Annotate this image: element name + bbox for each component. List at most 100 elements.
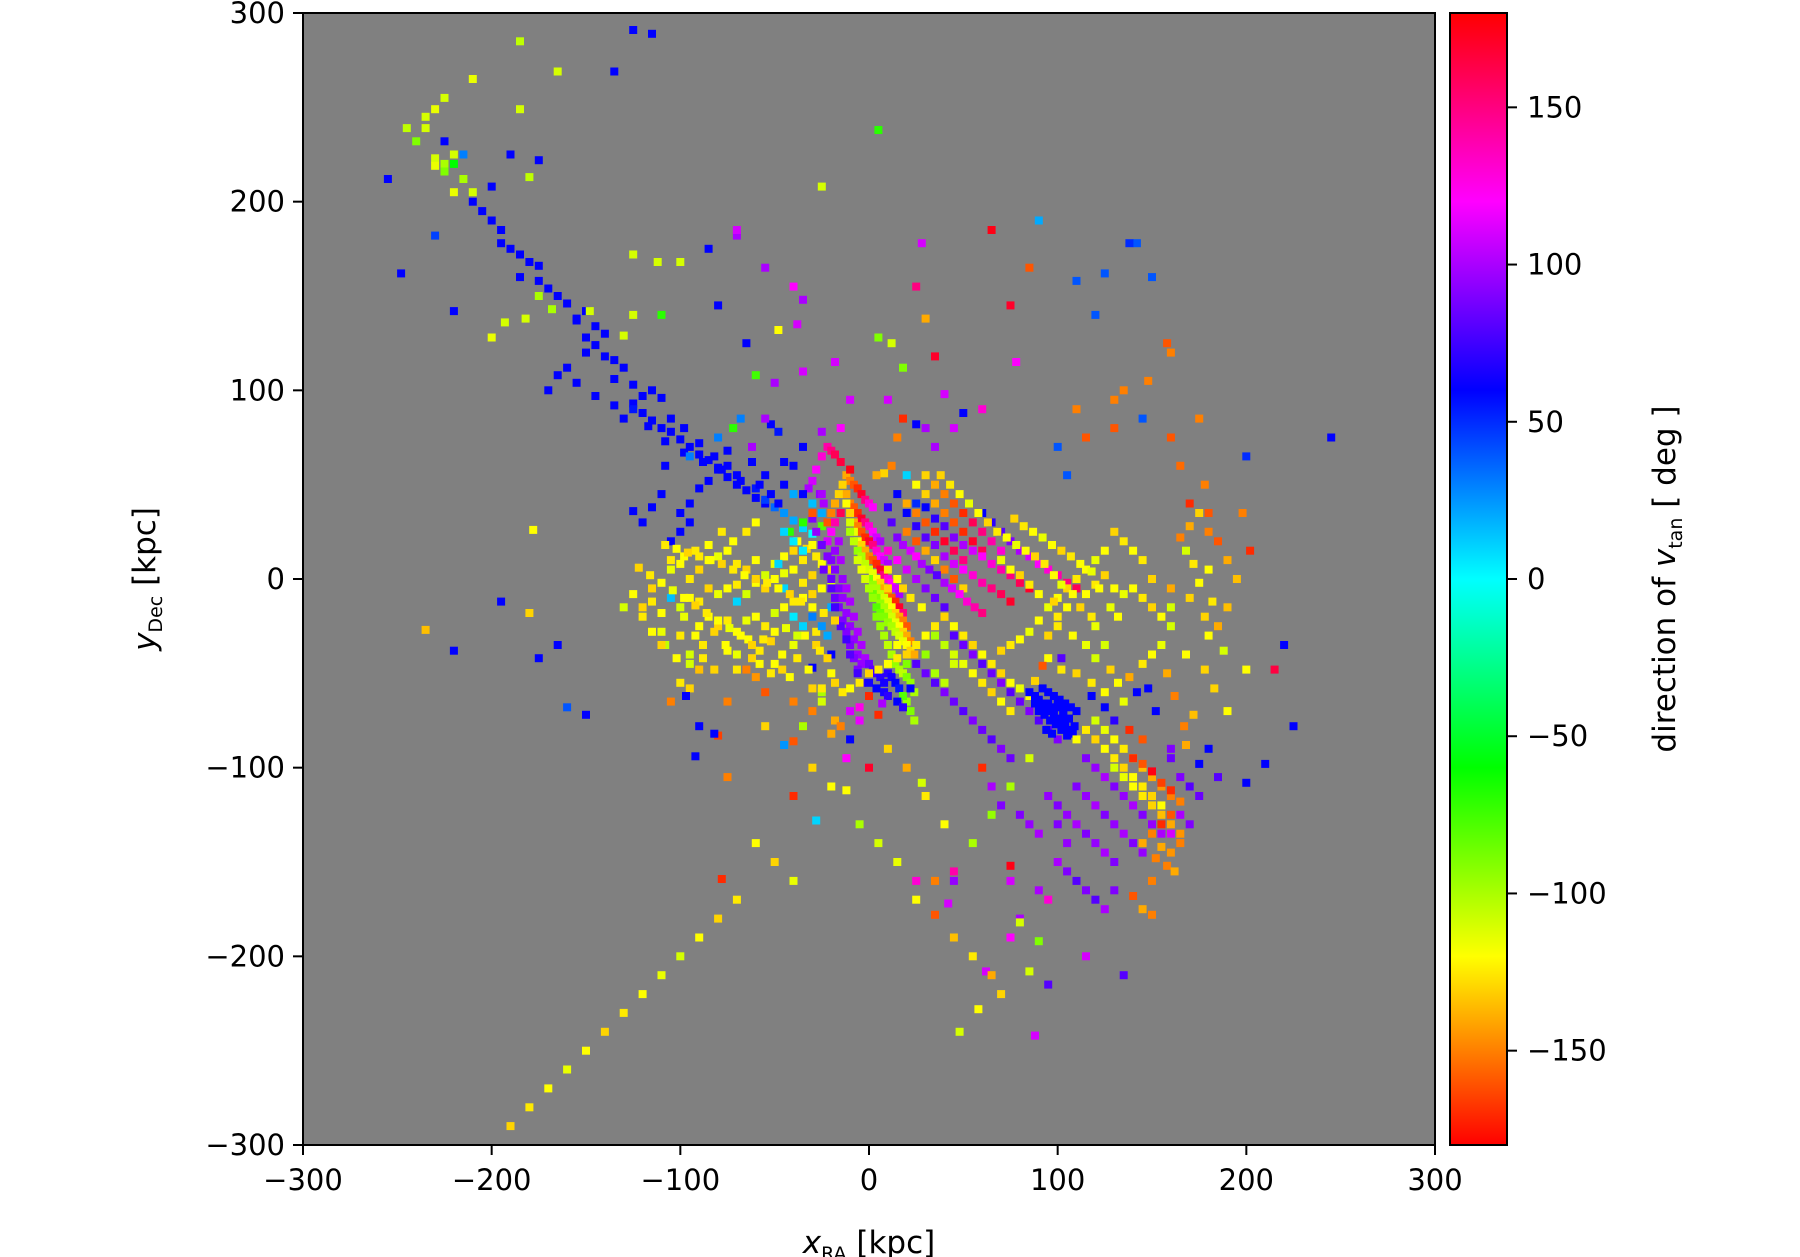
data-point [1031,552,1039,561]
data-point [836,556,845,565]
data-point [1082,829,1090,838]
data-point [906,546,915,555]
data-point [1110,782,1119,791]
data-point [940,390,949,399]
data-point [646,571,655,580]
data-point [959,527,968,536]
data-point [902,641,911,649]
data-point [823,552,832,561]
data-point [963,597,972,606]
data-point [997,669,1006,678]
y-tick-label: −300 [205,1128,285,1162]
data-point [949,867,958,876]
data-point [657,310,666,319]
y-tick-label: 200 [230,185,285,219]
data-point [912,499,921,508]
data-point [478,207,487,216]
data-point [666,697,675,706]
data-point [1091,735,1100,744]
data-point [449,188,458,197]
data-point [732,226,741,234]
data-point [1176,533,1185,542]
data-point [1015,684,1024,693]
data-point [868,541,877,549]
data-point [685,518,694,527]
data-point [1157,778,1166,787]
data-point [1100,744,1109,753]
data-point [789,697,798,706]
data-point [834,490,843,499]
data-point [1176,461,1185,470]
data-point [893,654,902,663]
data-point [789,490,798,499]
data-point [1025,967,1034,976]
data-point [982,967,990,976]
colorbar-tick-label: −100 [1527,876,1607,910]
data-point [846,465,855,474]
data-point [1157,801,1166,810]
data-point [1076,559,1085,568]
data-point [563,363,572,372]
data-point [799,622,807,631]
data-point [534,261,543,270]
data-point [1100,773,1109,782]
data-point [949,559,958,568]
data-point [619,331,628,340]
data-point [883,395,892,404]
data-point [912,282,921,291]
data-point [831,546,839,555]
data-point [714,590,723,599]
data-point [808,707,817,716]
data-point [1166,786,1175,795]
data-point [710,665,719,674]
data-point [1148,603,1156,612]
data-point [1129,546,1138,555]
data-point [755,646,764,655]
data-point [804,484,813,493]
data-point [891,678,900,687]
data-point [1031,1031,1039,1040]
data-point [1100,810,1109,819]
data-point [789,641,798,649]
data-point [1034,937,1043,946]
data-point [987,688,996,697]
data-point [1214,622,1222,631]
data-point [1210,684,1219,693]
data-point [1204,509,1213,517]
x-tick-label: 200 [1219,1163,1274,1197]
data-point [1044,688,1053,697]
data-point [676,435,685,444]
data-point [751,493,760,502]
data-point [968,518,977,527]
data-point [1068,729,1077,738]
data-point [997,801,1006,810]
data-point [1006,688,1015,697]
data-point [449,150,458,159]
data-point [732,231,741,240]
data-point [800,631,809,640]
data-point [1057,654,1066,663]
data-point [846,735,855,744]
data-point [1053,801,1062,810]
data-point [940,820,949,829]
data-point [1166,754,1175,763]
data-point [853,669,862,678]
colorbar-tick-label: 150 [1527,90,1582,124]
data-point [785,527,794,536]
data-point [766,669,775,678]
data-point [978,725,987,734]
data-point [1072,707,1081,716]
data-point [629,405,638,414]
data-point [921,314,930,323]
data-point [676,631,685,640]
data-point [887,673,896,682]
data-point [1006,597,1015,606]
data-point [1110,763,1119,772]
data-point [965,499,973,508]
data-point [702,609,711,617]
data-point [500,318,509,327]
data-point [732,665,741,674]
data-point [1223,603,1232,612]
data-point [1185,522,1194,531]
data-point [723,546,732,555]
